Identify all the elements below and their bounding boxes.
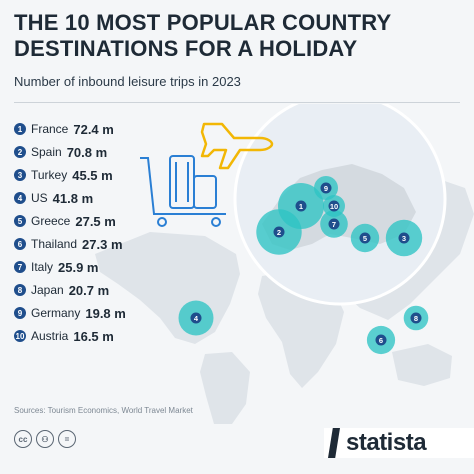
value-label: 72.4 m (73, 121, 114, 137)
bubble-rank-label: 2 (277, 228, 281, 237)
bubble-rank-badge (295, 200, 307, 212)
rank-badge: 9 (14, 307, 26, 319)
country-label: Thailand (31, 237, 78, 251)
bubble-rank-label: 5 (363, 234, 367, 243)
no-derivatives-icon[interactable]: = (58, 430, 76, 448)
value-label: 27.5 m (75, 213, 116, 229)
luggage-cart-icon (140, 155, 226, 227)
cc-icon[interactable]: cc (14, 430, 32, 448)
rank-badge: 4 (14, 192, 26, 204)
bubble-rank-label: 8 (414, 314, 418, 323)
rank-row: 2 Spain 70.8 m (14, 143, 107, 161)
bubble-rank-label: 6 (379, 336, 383, 345)
rank-badge: 8 (14, 284, 26, 296)
value-label: 41.8 m (52, 190, 94, 206)
rank-badge: 2 (14, 146, 26, 158)
rank-row: 8 Japan 20.7 m (14, 281, 109, 299)
country-label: Turkey (31, 168, 68, 182)
bubble-rank-badge (328, 200, 340, 212)
bubble-layer: 1 2 3 4 5 6 7 8 910 (178, 176, 429, 355)
australia-shape (392, 344, 452, 386)
bubble-rank-badge (410, 312, 422, 324)
bubble-rank-label: 4 (194, 314, 199, 323)
country-label: Spain (31, 145, 62, 159)
license-icons: cc ⚇ = (14, 430, 80, 448)
bubble-rank-badge (375, 334, 387, 346)
bubble-rank-label: 3 (402, 234, 406, 243)
statista-logo[interactable]: statista (324, 428, 474, 458)
country-label: US (31, 191, 48, 205)
rank-row: 4 US 41.8 m (14, 189, 93, 207)
value-label: 20.7 m (68, 282, 110, 298)
attribution-icon[interactable]: ⚇ (36, 430, 54, 448)
rank-row: 5 Greece 27.5 m (14, 212, 116, 230)
rank-badge: 7 (14, 261, 26, 273)
country-label: Germany (31, 306, 81, 320)
rank-badge: 5 (14, 215, 26, 227)
country-label: Austria (31, 329, 69, 343)
rank-badge: 6 (14, 238, 26, 250)
bubble-rank-badge (273, 226, 285, 238)
country-label: Japan (31, 283, 64, 297)
airplane-icon (200, 122, 274, 170)
rank-row: 9 Germany 19.8 m (14, 304, 126, 322)
value-label: 70.8 m (66, 144, 108, 160)
country-label: Greece (31, 214, 71, 228)
value-label: 27.3 m (82, 236, 123, 252)
logo-text: statista (346, 429, 427, 456)
page-subtitle: Number of inbound leisure trips in 2023 (14, 74, 241, 89)
rank-badge: 3 (14, 169, 26, 181)
rank-badge: 10 (14, 330, 26, 342)
value-label: 19.8 m (85, 305, 126, 321)
value-label: 16.5 m (73, 328, 114, 344)
bubble-rank-badge (328, 218, 340, 230)
sources-note: Sources: Tourism Economics, World Travel… (14, 406, 193, 415)
bubble-rank-badge (190, 312, 202, 324)
value-label: 25.9 m (58, 259, 99, 275)
rank-badge: 1 (14, 123, 26, 135)
bubble-rank-label: 1 (299, 202, 303, 211)
page-title: THE 10 MOST POPULAR COUNTRY DESTINATIONS… (14, 10, 391, 61)
rank-row: 10 Austria 16.5 m (14, 327, 114, 345)
rank-row: 3 Turkey 45.5 m (14, 166, 113, 184)
bubble-rank-badge (359, 232, 371, 244)
world-map: 1 2 3 4 5 6 7 8 910 (95, 104, 474, 424)
bubble-rank-label: 7 (332, 220, 336, 229)
south-america-shape (200, 352, 250, 424)
value-label: 45.5 m (72, 167, 113, 183)
bubble-rank-badge (398, 232, 410, 244)
country-label: France (31, 122, 69, 136)
country-label: Italy (31, 260, 54, 274)
rank-row: 7 Italy 25.9 m (14, 258, 99, 276)
title-divider (14, 102, 460, 103)
bubble-rank-label: 9 (324, 184, 328, 193)
rank-row: 1 France 72.4 m (14, 120, 114, 138)
bubble-rank-label: 10 (330, 202, 338, 211)
logo-mark (328, 428, 340, 458)
rank-row: 6 Thailand 27.3 m (14, 235, 123, 253)
bubble-rank-badge (320, 182, 332, 194)
